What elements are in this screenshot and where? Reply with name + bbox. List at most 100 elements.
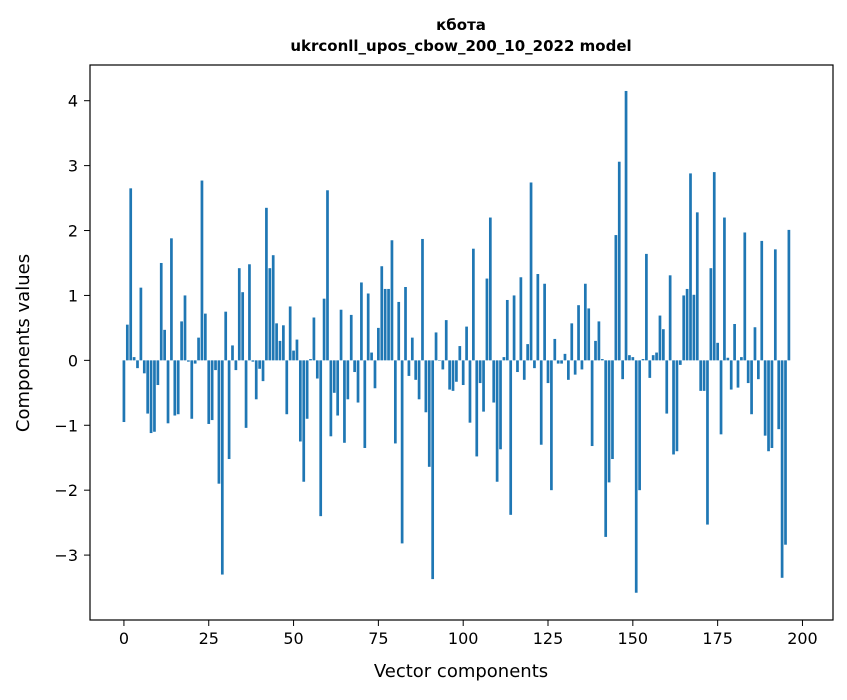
- chart-subtitle: ukrconll_upos_cbow_200_10_2022 model: [290, 37, 631, 55]
- bar: [712, 172, 716, 361]
- y-tick-label: 2: [68, 222, 78, 241]
- x-tick-label: 175: [702, 629, 733, 648]
- bar: [200, 180, 204, 361]
- bar: [163, 329, 166, 361]
- bar: [580, 360, 584, 370]
- bar: [265, 207, 268, 361]
- bar: [767, 360, 770, 452]
- bar: [662, 329, 665, 361]
- bar: [645, 253, 648, 361]
- bar: [743, 232, 747, 361]
- y-axis-ticks: −3 −2 −1 0 1 2 3 4: [54, 92, 90, 565]
- x-tick-label: 150: [618, 629, 649, 648]
- bar: [678, 360, 682, 365]
- bar: [282, 325, 285, 361]
- bar: [784, 360, 787, 545]
- bar: [397, 301, 401, 361]
- bar: [393, 360, 397, 444]
- bar: [733, 324, 736, 361]
- bar: [383, 288, 387, 361]
- bar: [332, 360, 336, 393]
- bar: [563, 353, 567, 361]
- bar: [254, 360, 258, 400]
- bar: [763, 360, 767, 436]
- bar: [448, 360, 451, 390]
- bar: [319, 360, 323, 517]
- bar: [210, 360, 214, 421]
- y-tick-label: 3: [68, 157, 78, 176]
- bar: [227, 360, 231, 460]
- bar: [275, 323, 278, 361]
- plot-frame: [89, 64, 834, 621]
- bar: [424, 360, 428, 413]
- bar: [370, 352, 373, 361]
- x-axis-ticks: 0 25 50 75 100 125 150 175 200: [119, 620, 818, 648]
- bar: [241, 292, 245, 361]
- bar: [685, 288, 689, 361]
- bar: [590, 360, 594, 447]
- y-tick-label: 1: [68, 286, 78, 305]
- bar: [672, 360, 675, 455]
- bar: [719, 360, 723, 435]
- bar: [641, 359, 645, 361]
- bar: [699, 360, 703, 391]
- x-axis-label: Vector components: [374, 661, 548, 682]
- bar: [729, 360, 733, 390]
- bar: [753, 327, 757, 361]
- bar: [298, 360, 302, 442]
- bar: [159, 262, 163, 361]
- bars-group: [122, 90, 791, 593]
- bar: [726, 357, 730, 361]
- bar: [702, 360, 706, 391]
- bar: [695, 212, 699, 361]
- bar: [600, 359, 604, 361]
- bar: [193, 360, 197, 364]
- bar: [597, 321, 601, 361]
- bar: [526, 344, 530, 361]
- bar: [139, 287, 143, 361]
- chart-title: кбота: [436, 16, 486, 34]
- bar: [377, 327, 380, 361]
- bar: [631, 357, 635, 361]
- bar: [689, 173, 692, 361]
- bar: [170, 238, 173, 361]
- bar: [234, 360, 238, 371]
- bar: [414, 360, 418, 380]
- bar: [787, 229, 791, 361]
- bar: [315, 360, 319, 379]
- bar: [353, 360, 356, 373]
- bar: [407, 360, 411, 376]
- bar: [475, 360, 479, 457]
- bar: [472, 248, 475, 361]
- bar: [492, 360, 496, 403]
- bar: [567, 360, 570, 380]
- bar: [305, 360, 309, 419]
- x-tick-label: 125: [533, 629, 564, 648]
- bar: [176, 360, 180, 415]
- bar: [410, 337, 414, 361]
- x-tick-label: 100: [448, 629, 479, 648]
- bar: [465, 326, 468, 361]
- bar: [231, 345, 234, 361]
- x-tick-label: 25: [199, 629, 219, 648]
- bar: [417, 360, 421, 400]
- bar: [444, 320, 448, 361]
- bar: [156, 360, 160, 386]
- y-tick-label: −1: [54, 416, 78, 435]
- bar: [421, 238, 424, 361]
- bar: [363, 360, 367, 448]
- bar: [431, 360, 435, 580]
- bar: [675, 360, 679, 452]
- bar: [553, 338, 557, 361]
- bar: [326, 190, 329, 361]
- bar: [329, 360, 333, 437]
- y-tick-label: −2: [54, 481, 78, 500]
- bar: [207, 360, 211, 424]
- bar: [757, 360, 760, 380]
- bar: [546, 360, 550, 384]
- x-tick-label: 0: [119, 629, 129, 648]
- bar: [560, 360, 563, 364]
- bar: [122, 360, 126, 423]
- bar: [706, 360, 709, 525]
- x-tick-label: 200: [787, 629, 818, 648]
